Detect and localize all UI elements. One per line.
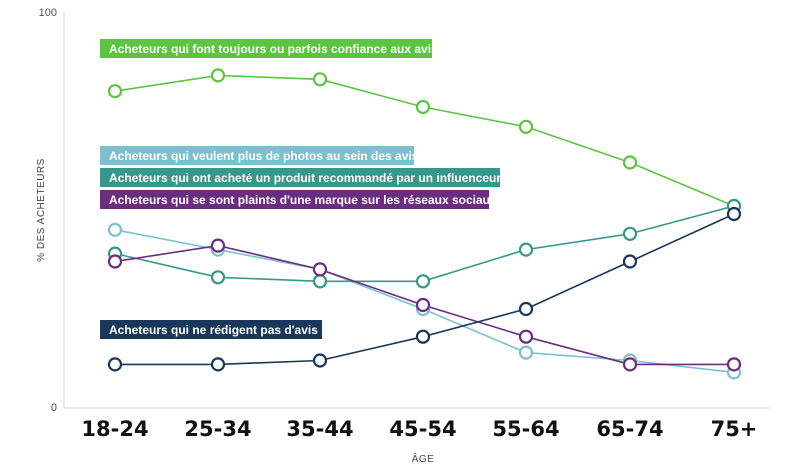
x-tick-label: 35-44	[286, 417, 353, 441]
series-markers	[107, 68, 742, 380]
data-point	[622, 155, 638, 170]
data-point	[415, 329, 431, 344]
series-label: Acheteurs qui se sont plaints d'une marq…	[100, 190, 497, 209]
data-point	[518, 345, 534, 360]
data-point	[107, 254, 123, 269]
data-point	[726, 206, 742, 222]
x-tick-label: 55-64	[492, 417, 559, 441]
data-point	[107, 84, 123, 99]
series-label-box	[100, 190, 489, 209]
series-label-text: Acheteurs qui se sont plaints d'une marq…	[109, 193, 497, 207]
y-tick-label-min: 0	[51, 402, 57, 414]
series-label-text: Acheteurs qui ne rédigent pas d'avis	[109, 323, 318, 337]
data-point	[210, 238, 226, 253]
series-label-text: Acheteurs qui veulent plus de photos au …	[109, 149, 419, 163]
data-point	[518, 119, 534, 134]
data-point	[312, 262, 328, 277]
data-point	[210, 270, 226, 285]
data-point	[518, 329, 534, 344]
data-point	[312, 353, 328, 368]
series-label: Acheteurs qui ne rédigent pas d'avis	[100, 320, 322, 339]
series-label-box	[100, 168, 500, 187]
series-label: Acheteurs qui font toujours ou parfois c…	[100, 39, 438, 58]
x-axis-title: ÂGE	[412, 452, 435, 465]
x-tick-label: 18-24	[81, 417, 148, 441]
series-label: Acheteurs qui veulent plus de photos au …	[100, 146, 419, 165]
series-line	[114, 205, 735, 283]
data-point	[415, 297, 431, 313]
x-tick-labels: 18-24 25-34 35-44 45-54 55-64 65-74 75+	[81, 417, 757, 441]
x-tick-label: 45-54	[389, 417, 456, 441]
data-point	[518, 301, 534, 317]
data-point	[312, 72, 328, 87]
y-tick-label-max: 100	[39, 7, 57, 19]
data-point	[107, 357, 123, 372]
series-label-text: Acheteurs qui font toujours ou parfois c…	[109, 42, 438, 56]
data-point	[622, 254, 638, 269]
series-label-box	[100, 39, 432, 58]
series-label-text: Acheteurs qui ont acheté un produit reco…	[109, 171, 501, 185]
x-tick-label: 25-34	[184, 417, 251, 441]
data-point	[107, 222, 123, 237]
data-point	[518, 242, 534, 257]
series-label-box	[100, 146, 414, 165]
x-tick-label: 65-74	[596, 417, 663, 441]
data-point	[622, 357, 638, 372]
y-axis-title: % DES ACHETEURS	[36, 158, 47, 262]
data-point	[726, 357, 742, 372]
data-point	[415, 99, 431, 115]
data-point	[210, 68, 226, 83]
x-tick-label: 75+	[711, 417, 758, 441]
series-label: Acheteurs qui ont acheté un produit reco…	[100, 168, 501, 187]
data-point	[210, 357, 226, 372]
inline-series-labels: Acheteurs qui font toujours ou parfois c…	[100, 39, 501, 339]
data-point	[312, 274, 328, 289]
data-point	[415, 274, 431, 289]
series-label-box	[100, 320, 322, 339]
data-point	[622, 226, 638, 241]
